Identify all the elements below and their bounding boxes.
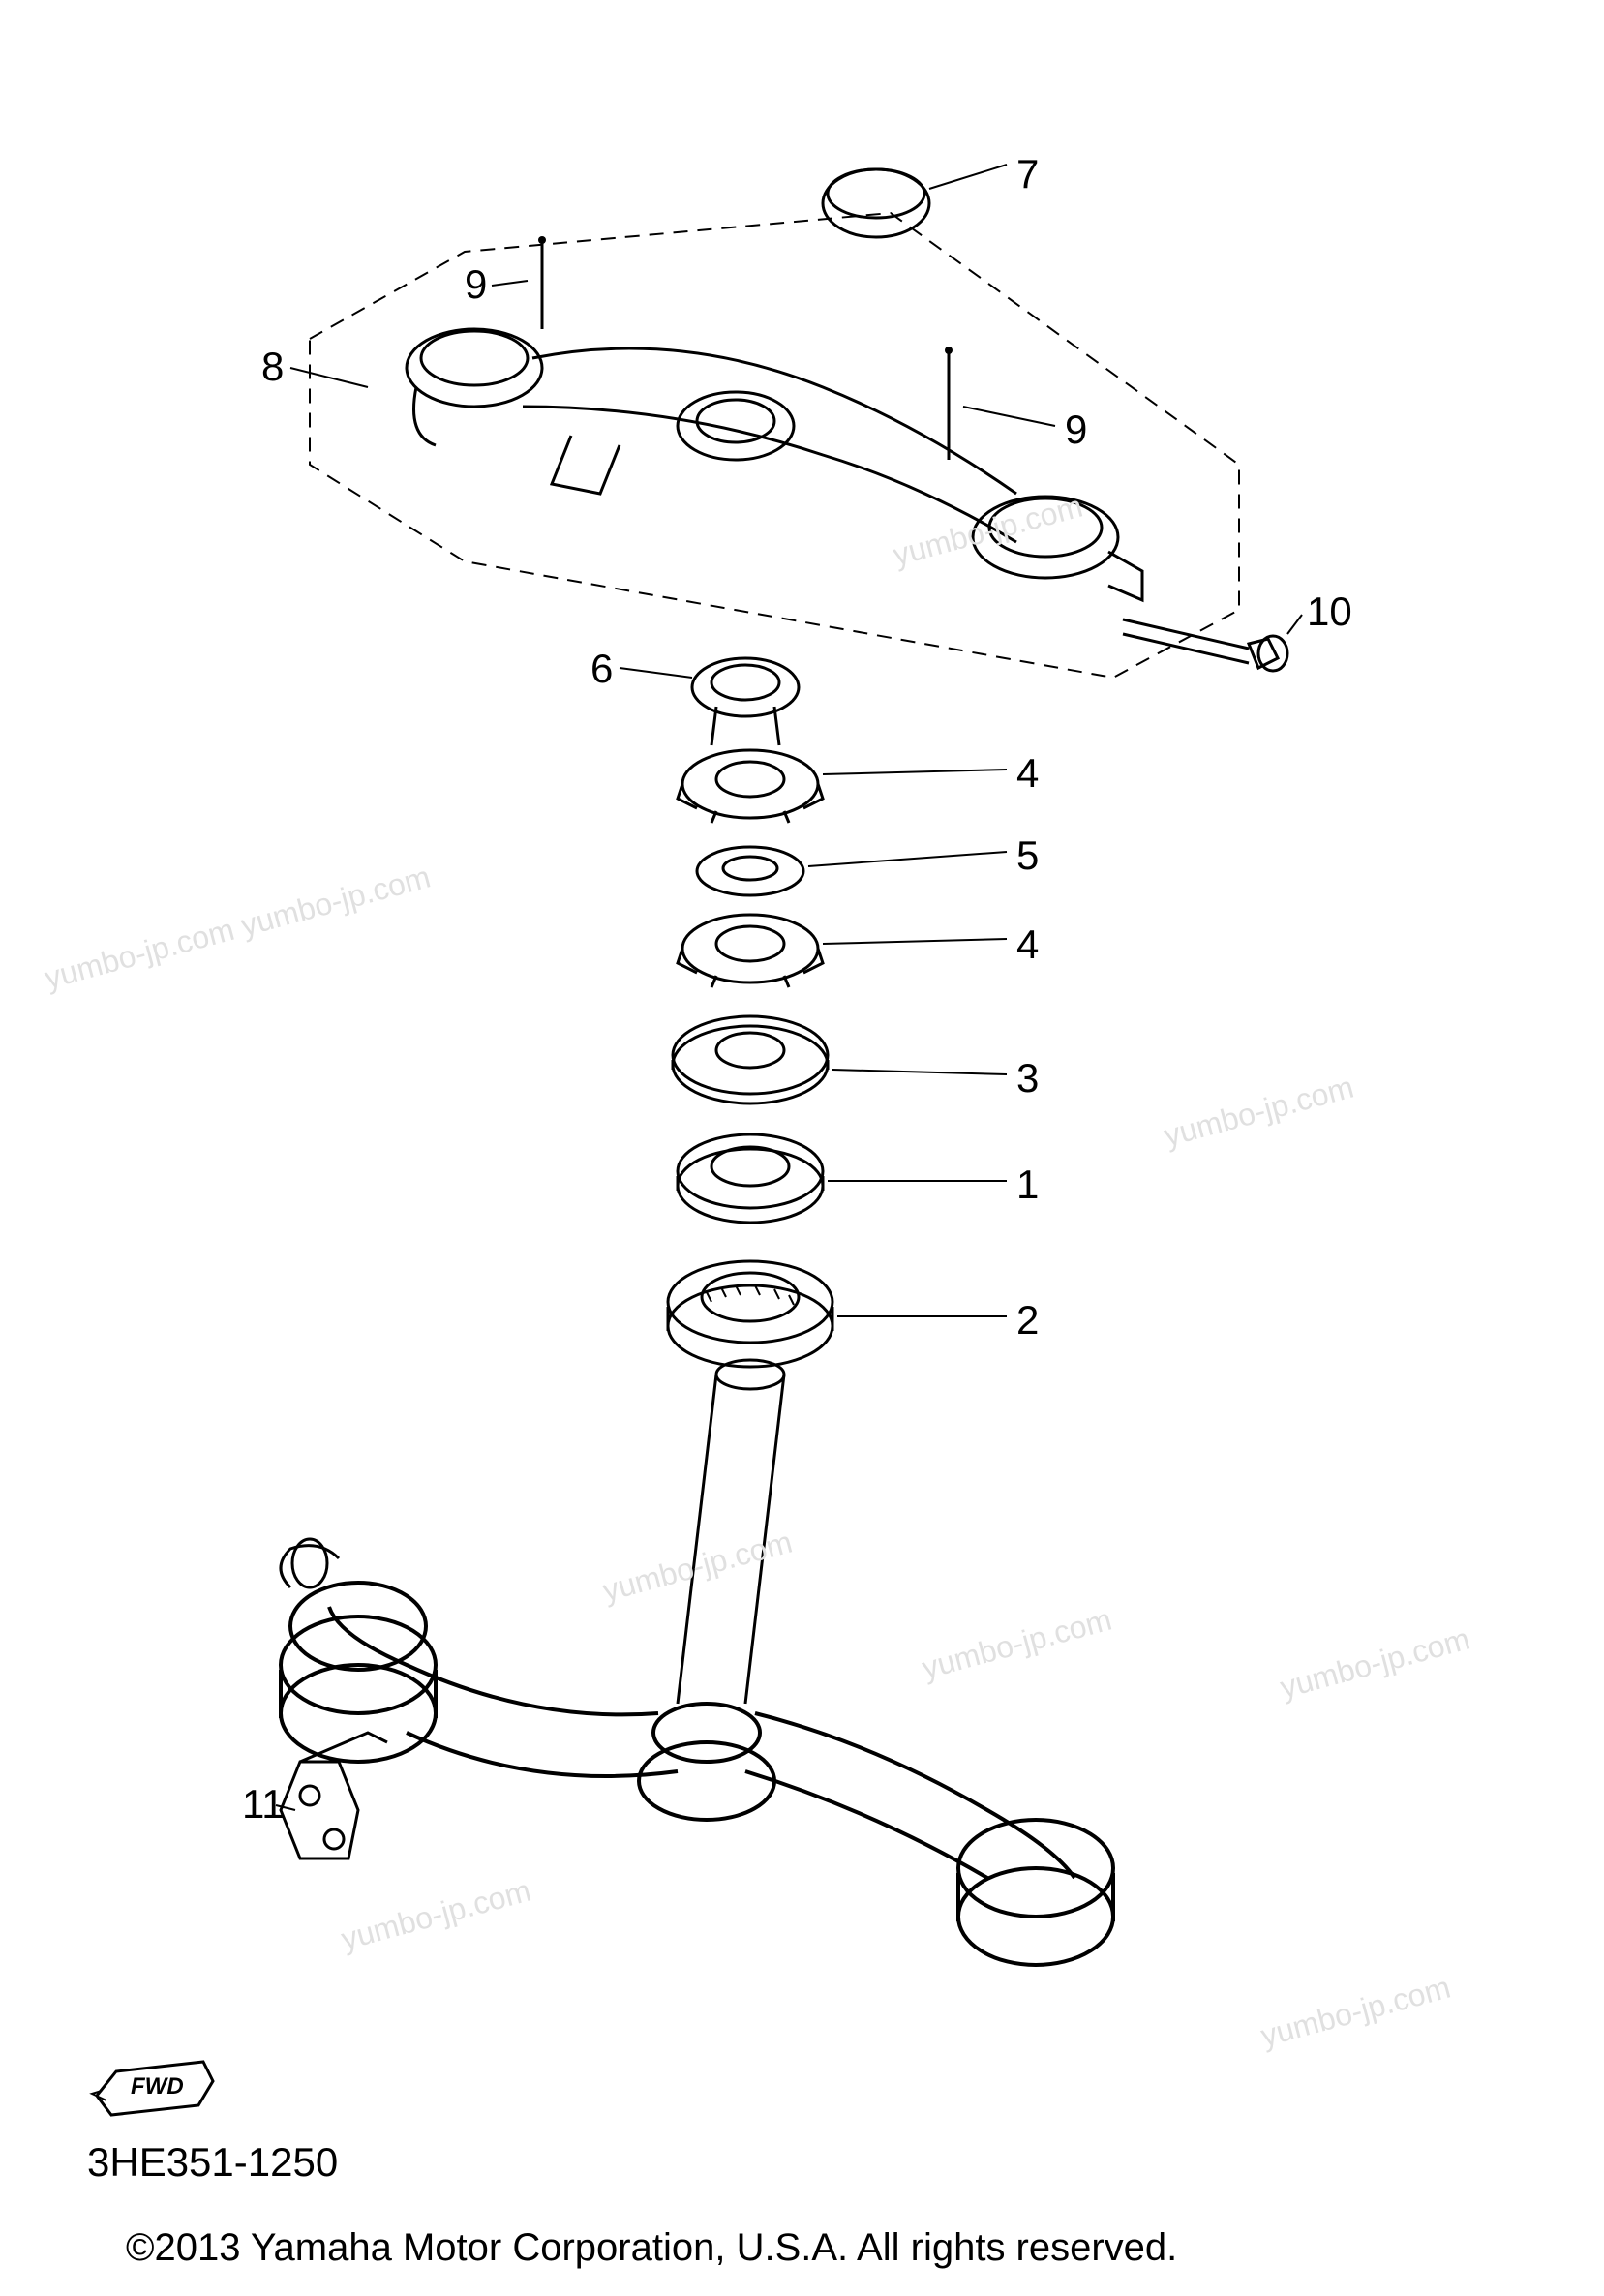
callout-9-right: 9 — [1065, 407, 1087, 453]
callout-11: 11 — [242, 1781, 285, 1828]
handle-crown-drawing — [407, 329, 1142, 600]
ring-nut-upper-drawing — [678, 750, 823, 823]
fwd-text: FWD — [131, 2073, 184, 2100]
callout-3: 3 — [1016, 1055, 1039, 1102]
diagram-container: 7 9 8 9 10 6 4 5 4 3 1 2 11 yumbo-jp.com… — [0, 0, 1604, 2296]
callout-9-left: 9 — [465, 261, 487, 308]
callout-2: 2 — [1016, 1297, 1039, 1344]
ball-race-1-drawing — [678, 1134, 823, 1223]
bearing-drawing — [668, 1261, 832, 1367]
callout-4-lower: 4 — [1016, 921, 1039, 968]
callout-4-upper: 4 — [1016, 750, 1039, 797]
lock-washer-drawing — [692, 658, 799, 745]
parts-diagram-svg — [0, 0, 1604, 2296]
diagram-code: 3HE351-1250 — [87, 2139, 338, 2186]
callout-8: 8 — [261, 344, 284, 390]
bracket-11-drawing — [281, 1733, 387, 1858]
ring-nut-lower-drawing — [678, 915, 823, 987]
callout-5: 5 — [1016, 832, 1039, 879]
steering-stem-drawing — [281, 1360, 1113, 1965]
callout-7: 7 — [1016, 151, 1039, 197]
callout-1: 1 — [1016, 1162, 1039, 1208]
callout-10: 10 — [1307, 589, 1352, 635]
washer-drawing — [697, 847, 803, 895]
fwd-badge: FWD — [87, 2047, 203, 2115]
callout-6: 6 — [590, 646, 613, 692]
bearing-cover-drawing — [673, 1016, 828, 1103]
copyright-text: ©2013 Yamaha Motor Corporation, U.S.A. A… — [126, 2226, 1177, 2270]
